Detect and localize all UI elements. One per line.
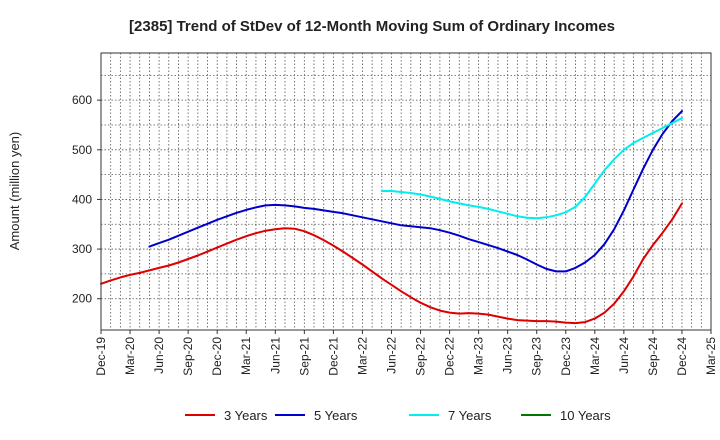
x-tick-label: Dec-19: [94, 337, 108, 376]
x-tick-label: Dec-24: [675, 337, 689, 376]
y-tick-label: 200: [72, 292, 92, 306]
x-tick-label: Mar-22: [355, 337, 369, 375]
grid-lines: [101, 53, 711, 330]
x-tick-label: Mar-24: [588, 337, 602, 375]
chart-title: [2385] Trend of StDev of 12-Month Moving…: [129, 18, 615, 35]
x-tick-labels: Dec-19 Mar-20 Jun-20 Sep-20 Dec-20 Mar-21 Jun-…: [94, 330, 718, 376]
x-tick-label: Jun-20: [152, 337, 166, 374]
x-tick-label: Sep-24: [646, 337, 660, 376]
x-tick-label: Jun-24: [617, 337, 631, 374]
y-tick-label: 600: [72, 93, 92, 107]
series-line-3-years: [100, 202, 683, 325]
x-tick-label: Mar-23: [472, 337, 486, 375]
y-tick-label: 500: [72, 143, 92, 157]
legend-label-10-years: 10 Years: [560, 408, 611, 423]
y-axis-label: Amount (million yen): [7, 132, 22, 251]
y-tick-labels: 200 300 400 500 600: [72, 93, 101, 306]
x-tick-label: Dec-23: [559, 337, 573, 376]
series-line-7-years: [380, 117, 683, 220]
x-tick-label: Sep-22: [414, 337, 428, 376]
x-tick-label: Jun-22: [384, 337, 398, 374]
x-tick-label: Mar-20: [123, 337, 137, 375]
series-lines: [100, 110, 683, 325]
x-tick-label: Dec-21: [326, 337, 340, 376]
series-line-5-years: [148, 110, 683, 273]
x-tick-label: Dec-20: [210, 337, 224, 376]
y-tick-label: 300: [72, 242, 92, 256]
x-tick-label: Jun-23: [501, 337, 515, 374]
plot-area-frame: [100, 52, 712, 331]
y-tick-label: 400: [72, 192, 92, 206]
x-tick-label: Sep-21: [297, 337, 311, 376]
legend-label-3-years: 3 Years: [224, 408, 268, 423]
legend-label-5-years: 5 Years: [314, 408, 358, 423]
x-tick-label: Mar-21: [239, 337, 253, 375]
x-tick-label: Mar-25: [704, 337, 718, 375]
x-tick-label: Dec-22: [443, 337, 457, 376]
x-tick-label: Sep-20: [181, 337, 195, 376]
legend: 3 Years 5 Years 7 Years 10 Years: [185, 408, 611, 423]
legend-label-7-years: 7 Years: [448, 408, 492, 423]
x-tick-label: Jun-21: [268, 337, 282, 374]
x-tick-label: Sep-23: [530, 337, 544, 376]
